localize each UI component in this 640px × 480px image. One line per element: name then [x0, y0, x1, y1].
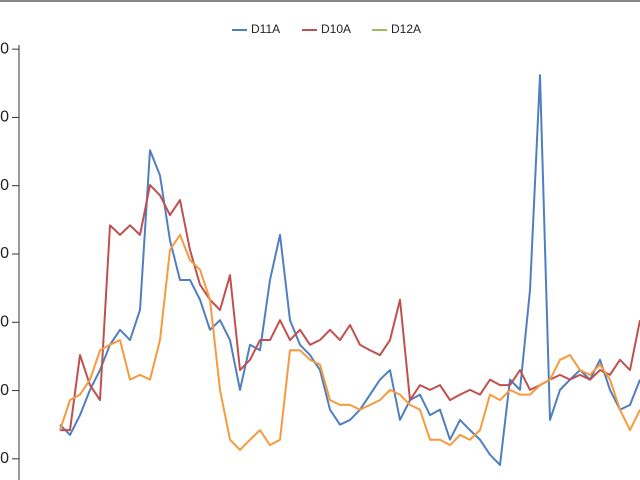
- y-tick-label: 50: [0, 177, 9, 194]
- series-line: [60, 184, 640, 432]
- y-tick-label: 60: [0, 109, 9, 126]
- legend-label: D10A: [321, 22, 351, 36]
- y-tick-label: 10: [0, 450, 9, 467]
- y-tick-label: 20: [0, 382, 9, 399]
- y-tick-label: 70: [0, 40, 9, 57]
- legend-label: D12A: [391, 22, 421, 36]
- legend-label: D11A: [251, 22, 280, 36]
- series-line: [59, 74, 640, 466]
- y-tick-label: 40: [0, 245, 9, 262]
- y-tick-label: 30: [0, 313, 9, 330]
- series-line: [59, 233, 640, 451]
